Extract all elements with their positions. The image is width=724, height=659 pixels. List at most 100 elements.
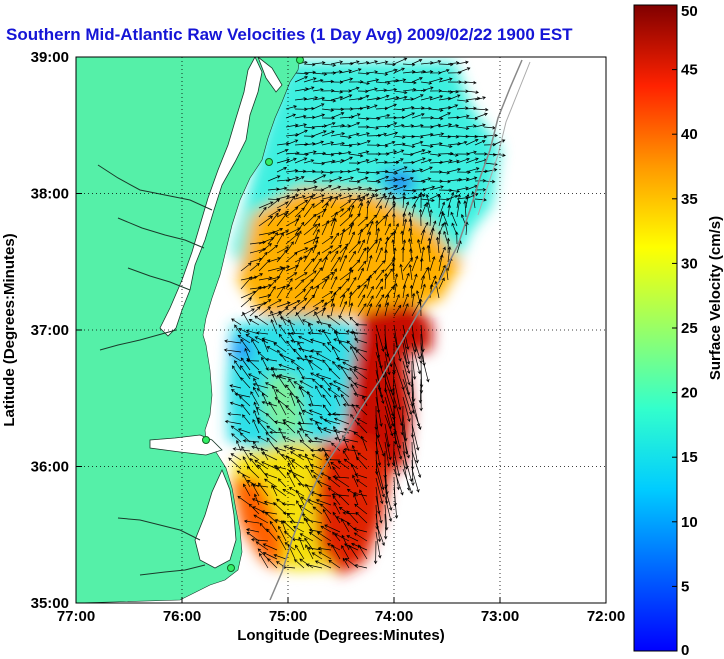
- velocity-arrow: [286, 513, 296, 524]
- velocity-arrow: [438, 144, 453, 149]
- velocity-arrow: [330, 211, 338, 227]
- velocity-arrow: [243, 519, 260, 524]
- velocity-arrow: [258, 237, 275, 245]
- velocity-arrow: [339, 287, 350, 299]
- velocity-arrow: [282, 488, 296, 497]
- velocity-arrow: [393, 378, 402, 411]
- velocity-arrow: [276, 210, 290, 218]
- velocity-arrow: [257, 419, 269, 434]
- velocity-arrow: [357, 267, 364, 281]
- velocity-arrow: [366, 295, 374, 308]
- velocity-arrow: [384, 268, 393, 281]
- velocity-arrow: [276, 201, 289, 209]
- velocity-arrow: [297, 341, 305, 353]
- velocity-arrow: [339, 278, 350, 290]
- velocity-arrow: [326, 315, 341, 326]
- velocity-arrow: [375, 324, 385, 353]
- velocity-arrow: [492, 139, 506, 146]
- velocity-arrow: [267, 266, 284, 272]
- velocity-arrow: [299, 533, 314, 542]
- velocity-arrow: [285, 306, 297, 317]
- velocity-arrow: [465, 124, 477, 128]
- velocity-arrow: [333, 338, 350, 344]
- velocity-arrow: [277, 535, 287, 551]
- velocity-arrow: [348, 121, 361, 128]
- velocity-arrow: [357, 284, 367, 299]
- velocity-arrow: [474, 96, 487, 101]
- velocity-arrow: [447, 94, 461, 101]
- velocity-arrow: [429, 275, 437, 290]
- velocity-arrow: [393, 123, 405, 128]
- velocity-arrow: [321, 235, 334, 245]
- velocity-arrow: [275, 389, 287, 398]
- velocity-arrow: [276, 158, 291, 164]
- velocity-arrow: [393, 166, 408, 173]
- velocity-arrow: [425, 201, 431, 218]
- velocity-arrow: [352, 491, 368, 497]
- velocity-arrow: [289, 446, 305, 452]
- velocity-arrow: [375, 495, 383, 524]
- velocity-arrow: [384, 486, 393, 511]
- velocity-arrow: [278, 324, 287, 335]
- velocity-arrow: [239, 365, 251, 380]
- velocity-arrow: [276, 186, 288, 191]
- velocity-arrow: [447, 153, 459, 157]
- velocity-arrow: [384, 62, 396, 67]
- velocity-arrow: [411, 157, 426, 164]
- velocity-arrow: [366, 158, 379, 164]
- velocity-arrow: [434, 280, 440, 299]
- velocity-arrow: [334, 477, 350, 488]
- velocity-arrow: [418, 208, 423, 227]
- colorbar-gradient: [633, 4, 678, 652]
- velocity-arrow: [348, 86, 360, 92]
- velocity-arrow: [393, 184, 407, 191]
- velocity-arrow: [330, 185, 342, 191]
- velocity-arrow: [355, 511, 368, 524]
- velocity-arrow: [353, 337, 368, 344]
- velocity-arrow: [234, 324, 242, 335]
- velocity-arrow: [327, 477, 341, 488]
- velocity-arrow: [232, 447, 251, 452]
- velocity-arrow: [343, 458, 359, 470]
- velocity-arrow: [357, 303, 367, 317]
- velocity-arrow: [348, 213, 361, 227]
- velocity-arrow: [294, 230, 302, 245]
- velocity-arrow: [294, 256, 302, 272]
- velocity-arrow: [339, 269, 354, 281]
- velocity-arrow: [360, 435, 368, 452]
- velocity-arrow: [310, 349, 323, 353]
- velocity-arrow: [456, 140, 468, 146]
- velocity-arrow: [258, 276, 273, 281]
- velocity-arrow: [303, 193, 316, 200]
- velocity-arrow: [261, 338, 269, 353]
- velocity-arrow: [338, 340, 350, 353]
- velocity-arrow: [324, 524, 341, 533]
- velocity-arrow: [312, 307, 327, 317]
- velocity-arrow: [303, 294, 316, 308]
- velocity-arrow: [359, 489, 368, 506]
- velocity-arrow: [420, 144, 434, 148]
- velocity-arrow: [384, 351, 391, 376]
- velocity-arrow: [465, 176, 478, 182]
- velocity-arrow: [253, 514, 269, 524]
- velocity-arrow: [393, 273, 399, 290]
- velocity-arrow: [311, 378, 323, 389]
- y-axis-label: Latitude (Degrees:Minutes): [1, 233, 18, 426]
- velocity-arrow: [255, 331, 269, 335]
- velocity-arrow: [237, 335, 251, 344]
- velocity-arrow: [330, 461, 341, 470]
- velocity-arrow: [240, 297, 252, 308]
- velocity-arrow: [375, 237, 382, 254]
- velocity-arrow: [321, 250, 332, 263]
- velocity-arrow: [307, 546, 323, 551]
- velocity-arrow: [408, 263, 413, 281]
- velocity-arrow: [318, 551, 332, 560]
- velocity-arrow: [241, 445, 251, 461]
- velocity-arrow: [384, 103, 397, 110]
- velocity-arrow: [402, 351, 411, 374]
- velocity-arrow: [307, 403, 323, 407]
- velocity-arrow: [285, 195, 296, 209]
- velocity-arrow: [348, 240, 361, 254]
- velocity-arrow: [303, 126, 316, 130]
- velocity-arrow: [282, 511, 296, 515]
